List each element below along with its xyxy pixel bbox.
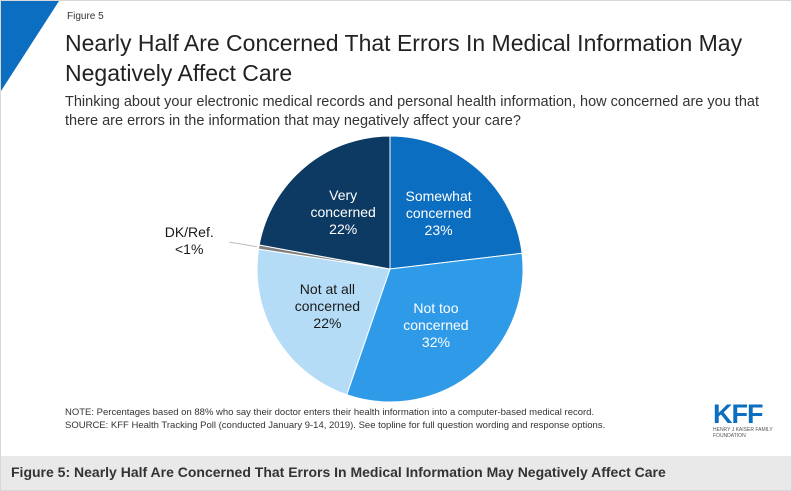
slice-value: 32% bbox=[421, 333, 450, 350]
slice-category: DK/Ref. bbox=[164, 224, 214, 241]
slice-value: <1% bbox=[175, 241, 204, 258]
note: NOTE: Percentages based on 88% who say t… bbox=[65, 407, 595, 418]
slice-value: 23% bbox=[424, 222, 453, 239]
slice-category: Very concerned bbox=[310, 186, 376, 220]
slice-value: 22% bbox=[329, 220, 358, 237]
slice-label: Not at all concerned 22% bbox=[277, 281, 377, 332]
slice-category: Not at all concerned bbox=[294, 280, 361, 314]
caption-bar: Figure 5: Nearly Half Are Concerned That… bbox=[1, 456, 791, 490]
slice-category: Somewhat concerned bbox=[405, 188, 472, 222]
leader-line bbox=[229, 241, 257, 248]
chart-title: Nearly Half Are Concerned That Errors In… bbox=[65, 30, 743, 86]
slice-value: 22% bbox=[313, 314, 342, 331]
note: SOURCE: KFF Health Tracking Poll (conduc… bbox=[65, 419, 606, 431]
pie-slice bbox=[346, 252, 524, 403]
caption: Figure 5: Nearly Half Are Concerned That… bbox=[11, 464, 666, 480]
pie-slice bbox=[258, 135, 391, 270]
slice-label: DK/Ref. <1% bbox=[139, 224, 239, 258]
logo: KFF bbox=[713, 399, 763, 429]
chart bbox=[1, 1, 524, 403]
slice-label: Somewhat concerned 23% bbox=[389, 188, 489, 239]
pie-slice bbox=[256, 248, 391, 396]
slice-category: Not too concerned bbox=[403, 299, 469, 333]
slice-label: Not too concerned 32% bbox=[386, 300, 486, 351]
corner-triangle bbox=[1, 1, 59, 91]
slice-label: Very concerned 22% bbox=[293, 187, 393, 238]
figure-label: Figure 5 bbox=[67, 11, 104, 22]
logo-sub: HENRY J KAISER FAMILY FOUNDATION bbox=[713, 427, 773, 439]
pie-slice bbox=[389, 135, 523, 270]
chart-subtitle: Thinking about your electronic medical r… bbox=[65, 94, 759, 129]
notes: NOTE: Percentages based on 88% who say t… bbox=[65, 407, 685, 432]
